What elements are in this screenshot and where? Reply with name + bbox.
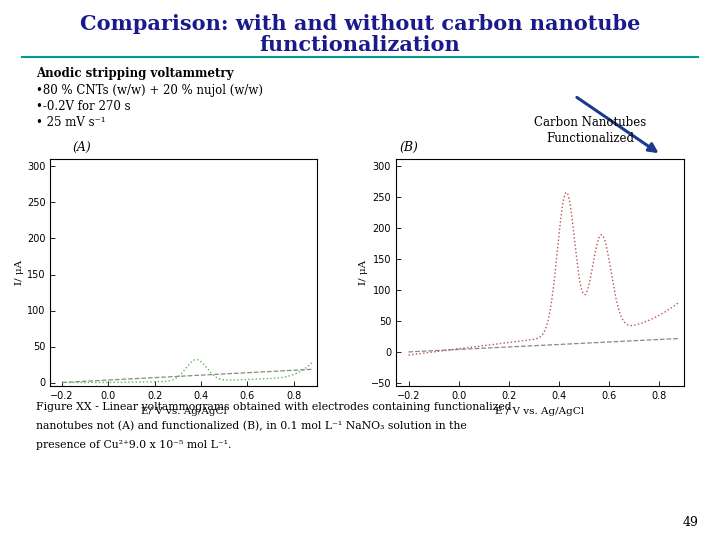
Text: Anodic stripping voltammetry: Anodic stripping voltammetry [36, 68, 233, 80]
Y-axis label: I/ μA: I/ μA [15, 260, 24, 285]
Text: nanotubes not (A) and functionalized (B), in 0.1 mol L⁻¹ NaNO₃ solution in the: nanotubes not (A) and functionalized (B)… [36, 421, 467, 431]
Text: 49: 49 [683, 516, 698, 529]
Text: • 25 mV s⁻¹: • 25 mV s⁻¹ [36, 116, 106, 129]
Text: presence of Cu²⁺9.0 x 10⁻⁵ mol L⁻¹.: presence of Cu²⁺9.0 x 10⁻⁵ mol L⁻¹. [36, 440, 231, 450]
Text: •-0.2V for 270 s: •-0.2V for 270 s [36, 100, 130, 113]
Text: (A): (A) [72, 141, 91, 154]
Text: Figure XX - Linear voltammograms obtained with electrodes containing functionali: Figure XX - Linear voltammograms obtaine… [36, 402, 512, 413]
Text: Functionalized: Functionalized [546, 132, 634, 145]
Text: (B): (B) [400, 141, 418, 154]
X-axis label: E/ V vs. Ag/AgCl: E/ V vs. Ag/AgCl [140, 407, 227, 415]
Text: Comparison: with and without carbon nanotube: Comparison: with and without carbon nano… [80, 14, 640, 33]
Y-axis label: I/ μA: I/ μA [359, 260, 368, 285]
Text: functionalization: functionalization [260, 35, 460, 55]
Text: •80 % CNTs (w/w) + 20 % nujol (w/w): •80 % CNTs (w/w) + 20 % nujol (w/w) [36, 84, 263, 97]
Text: Carbon Nanotubes: Carbon Nanotubes [534, 116, 647, 129]
X-axis label: E / V vs. Ag/AgCl: E / V vs. Ag/AgCl [495, 407, 585, 415]
